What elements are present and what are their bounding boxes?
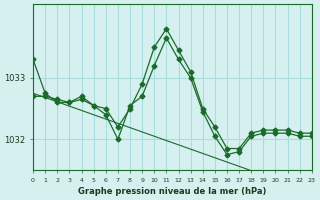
X-axis label: Graphe pression niveau de la mer (hPa): Graphe pression niveau de la mer (hPa): [78, 187, 267, 196]
